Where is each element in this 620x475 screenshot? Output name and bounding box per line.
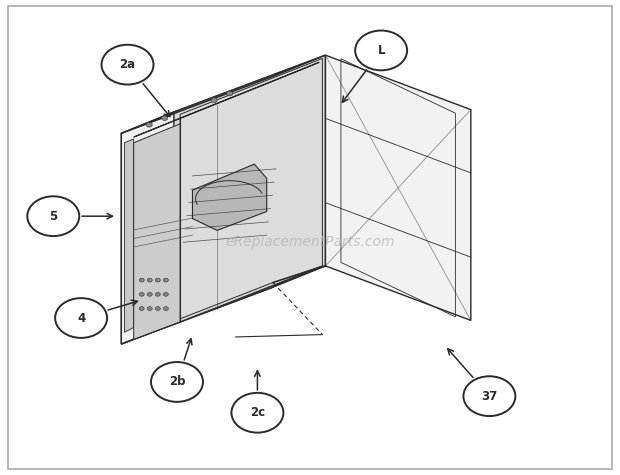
Circle shape — [140, 278, 144, 282]
Circle shape — [164, 278, 169, 282]
Text: 37: 37 — [481, 390, 497, 403]
Circle shape — [211, 98, 217, 103]
Circle shape — [27, 196, 79, 236]
Polygon shape — [122, 76, 273, 344]
Polygon shape — [326, 55, 471, 320]
Polygon shape — [122, 55, 326, 133]
Text: L: L — [378, 44, 385, 57]
Polygon shape — [122, 112, 174, 344]
Text: 2c: 2c — [250, 406, 265, 419]
Polygon shape — [192, 164, 267, 230]
Polygon shape — [134, 124, 180, 339]
Polygon shape — [122, 266, 326, 344]
Circle shape — [146, 123, 153, 127]
Polygon shape — [134, 266, 322, 337]
Circle shape — [151, 362, 203, 402]
Circle shape — [140, 293, 144, 296]
Circle shape — [140, 307, 144, 311]
Circle shape — [148, 293, 153, 296]
Text: 4: 4 — [77, 312, 85, 324]
Circle shape — [463, 376, 515, 416]
Circle shape — [55, 298, 107, 338]
Circle shape — [156, 293, 161, 296]
Text: eReplacementParts.com: eReplacementParts.com — [225, 235, 395, 249]
Circle shape — [226, 91, 232, 96]
Text: 2a: 2a — [120, 58, 136, 71]
Circle shape — [102, 45, 154, 85]
Text: 2b: 2b — [169, 375, 185, 389]
Circle shape — [156, 307, 161, 311]
Circle shape — [156, 278, 161, 282]
Circle shape — [164, 293, 169, 296]
Circle shape — [164, 307, 169, 311]
Circle shape — [355, 30, 407, 70]
Circle shape — [162, 116, 168, 121]
Polygon shape — [180, 58, 322, 322]
Circle shape — [148, 278, 153, 282]
Circle shape — [148, 307, 153, 311]
Polygon shape — [174, 55, 326, 323]
Text: 5: 5 — [49, 209, 58, 223]
Circle shape — [231, 393, 283, 433]
Polygon shape — [125, 139, 134, 332]
